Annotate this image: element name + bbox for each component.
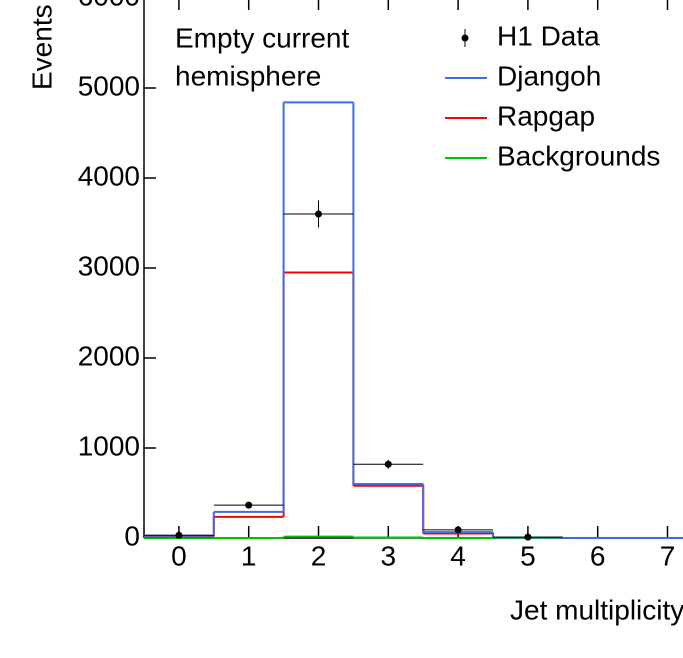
x-axis-label: Jet multiplicity [510, 594, 683, 625]
x-tick-label: 1 [241, 540, 257, 571]
legend-label: Djangoh [497, 60, 601, 91]
x-tick-label: 4 [450, 540, 466, 571]
x-tick-label: 5 [520, 540, 536, 571]
y-tick-label: 2000 [78, 340, 140, 371]
legend-label: H1 Data [497, 20, 600, 51]
legend-label: Backgrounds [497, 140, 660, 171]
annotation: hemisphere [175, 60, 321, 91]
data-point [524, 533, 532, 541]
data-point [384, 460, 392, 468]
data-point [454, 526, 462, 534]
annotation: Empty current [175, 22, 349, 53]
x-tick-label: 7 [660, 540, 676, 571]
y-axis-label: Events [26, 4, 57, 90]
legend-label: Rapgap [497, 100, 595, 131]
data-point [315, 210, 322, 218]
data-point [175, 531, 183, 539]
y-tick-label: 5000 [78, 70, 140, 101]
x-tick-label: 6 [590, 540, 606, 571]
y-tick-label: 6000 [78, 0, 140, 11]
x-tick-label: 0 [171, 540, 187, 571]
y-tick-label: 1000 [78, 430, 140, 461]
legend-marker [461, 34, 469, 42]
y-tick-label: 4000 [78, 160, 140, 191]
y-tick-label: 0 [124, 520, 140, 551]
x-tick-label: 3 [381, 540, 397, 571]
x-tick-label: 2 [311, 540, 327, 571]
data-point [245, 501, 253, 509]
y-tick-label: 3000 [78, 250, 140, 281]
